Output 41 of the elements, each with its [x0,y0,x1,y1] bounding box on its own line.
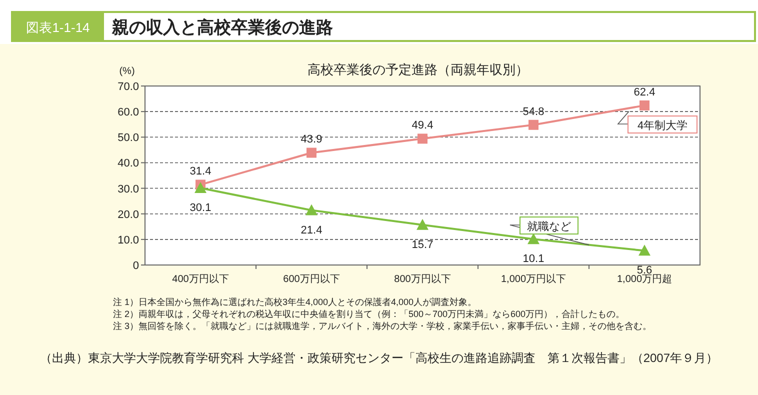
text: 図表1-1-14 [26,20,90,35]
y-tick-label: 30.0 [118,183,139,196]
point [528,233,540,244]
x-tick-label: 800万円以下 [394,273,451,285]
data-label: 21.4 [300,224,322,236]
data-label: 54.8 [522,106,544,118]
series-label: 就職など [527,220,571,233]
data-label: 30.1 [190,202,212,214]
text: 注 1）日本全国から無作為に選ばれた高校3年生4,000人とその保護者4,000人が調査対象。 [113,297,477,307]
point [640,100,650,110]
y-tick-label: 70.0 [118,81,139,93]
y-tick-label: 40.0 [118,158,139,170]
text: （出典）東京大学大学院教育学研究科 大学経営・政策研究センター「高校生の進路追跡調査 第１次報告書」（2007年９月） [40,351,718,365]
x-tick-label: 1,000万円以下 [500,273,566,285]
data-label: 15.7 [412,238,434,251]
data-label: 62.4 [634,86,656,98]
x-tick-label: 600万円以下 [283,273,340,285]
x-tick-label: 400万円以下 [172,273,229,285]
data-label: 31.4 [190,166,212,178]
point [416,218,428,230]
point [306,148,316,158]
data-label: 49.4 [412,120,434,132]
y-axis-title: (%) [119,66,135,77]
point [194,182,206,194]
y-tick-label: 50.0 [118,132,139,144]
chart-title: 親の収入と高校卒業後の進路 [111,18,333,37]
y-tick-label: 20.0 [118,208,139,221]
y-tick-label: 0 [132,260,139,272]
x-tick-label: 1,000万円超 [616,273,672,285]
point [528,120,538,130]
point [306,204,318,216]
y-tick-label: 10.0 [118,234,139,246]
data-label: 10.1 [522,253,544,266]
chart-subtitle: 高校卒業後の予定進路（両親年収別） [308,62,528,77]
text: 注 3）無回答を除く。「就職など」には就職進学，アルバイト，海外の大学・学校，家業手伝い，家事手伝い・主婦，その他を含む。 [113,321,652,331]
point [418,134,428,144]
text: 注 2）両親年収は，父母それぞれの税込年収に中央値を割り当て（例：「500～700万円未満」なら600万円），合計したもの。 [113,309,625,319]
point [638,244,650,256]
series-label: 4年制大学 [637,119,688,132]
data-label: 43.9 [300,134,322,146]
y-tick-label: 60.0 [118,106,139,119]
